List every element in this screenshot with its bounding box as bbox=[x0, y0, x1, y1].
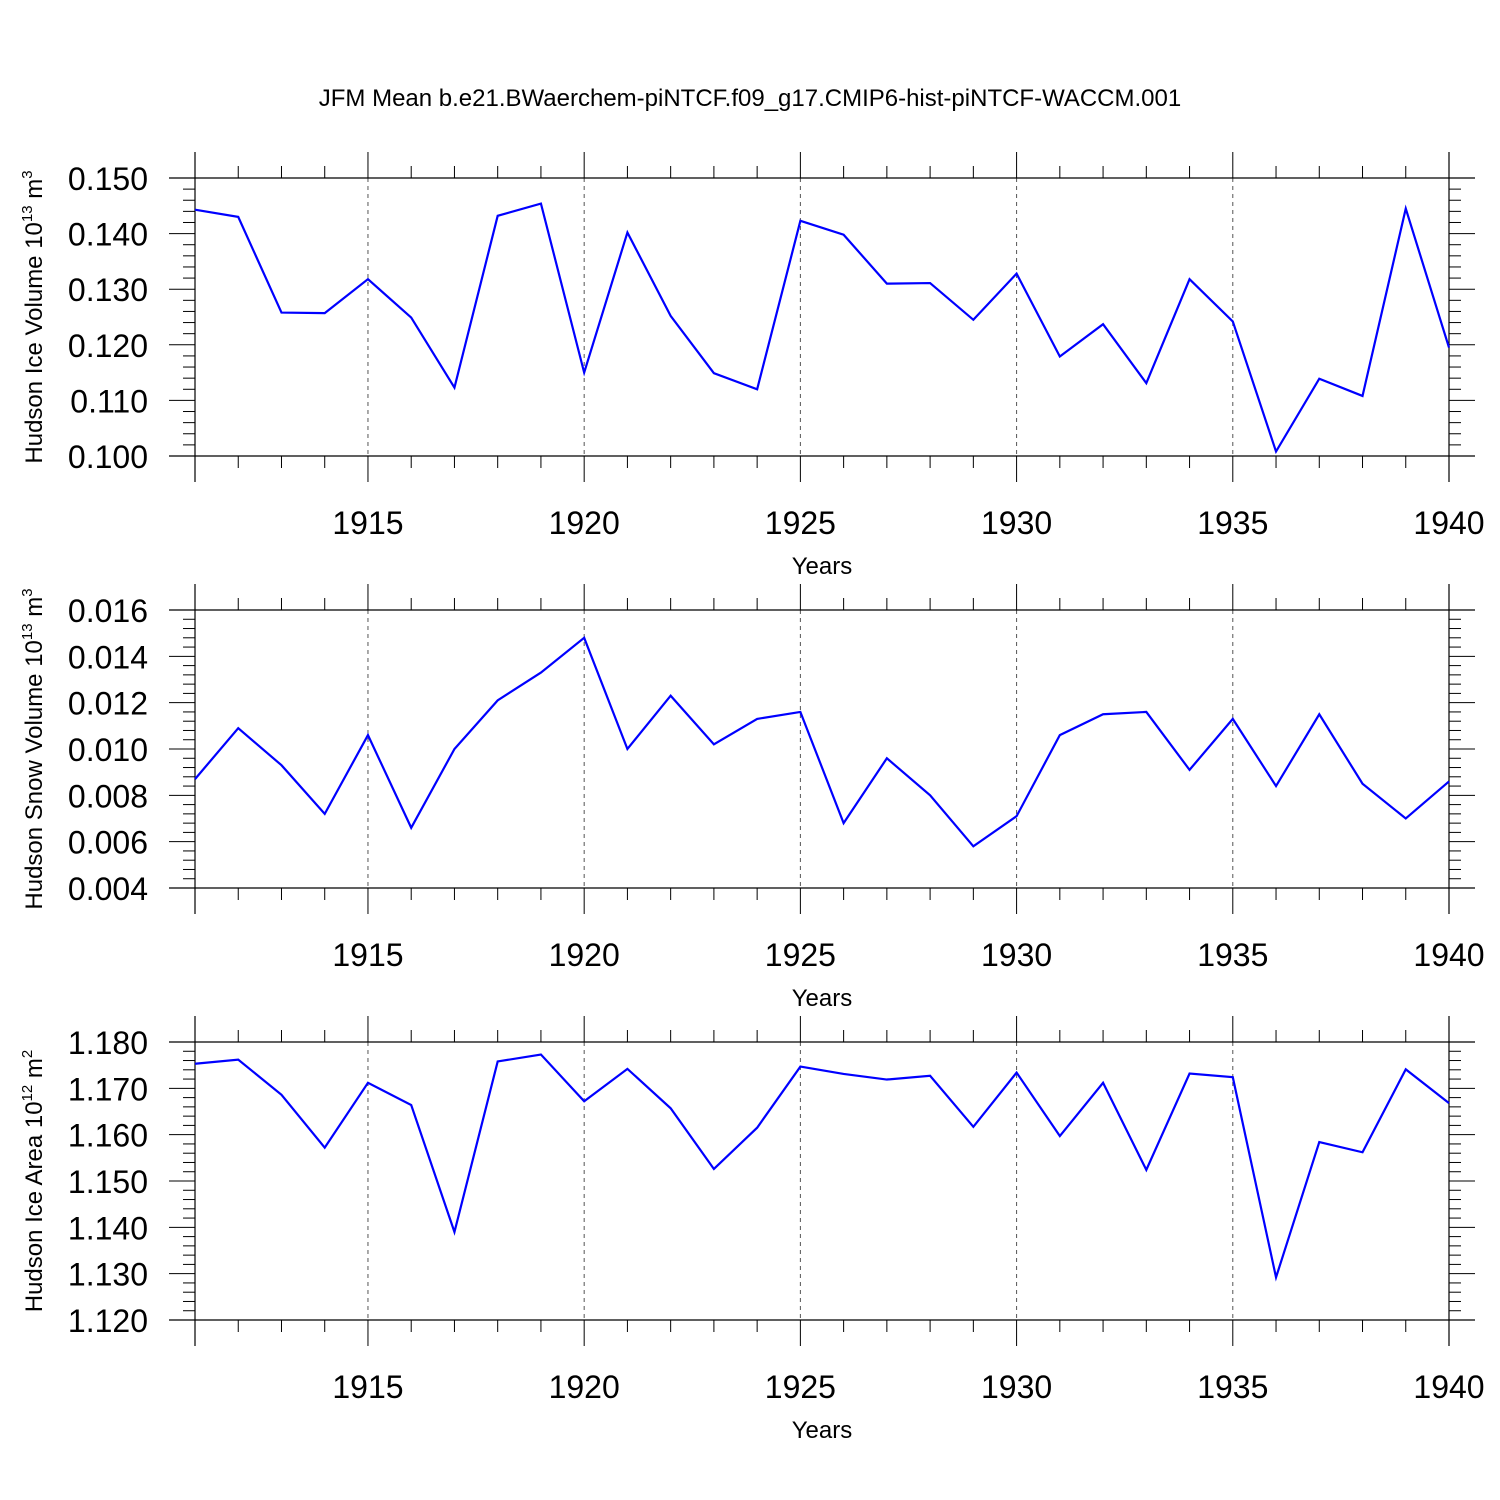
y-tick-label: 0.100 bbox=[68, 439, 148, 475]
x-tick-label: 1935 bbox=[1197, 505, 1268, 541]
y-axis-label-text: Hudson Ice Area 10 bbox=[21, 1101, 48, 1312]
y-tick-label: 1.130 bbox=[68, 1257, 148, 1293]
y-tick-label: 1.180 bbox=[68, 1025, 148, 1061]
y-tick-label: 0.014 bbox=[68, 639, 148, 675]
y-axis-label-text: m bbox=[21, 1058, 48, 1085]
y-tick-label: 0.010 bbox=[68, 732, 148, 768]
x-tick-label: 1925 bbox=[765, 1369, 836, 1405]
y-axis-label: Hudson Ice Area 1012 m2 bbox=[19, 1050, 48, 1313]
y-tick-label: 1.150 bbox=[68, 1164, 148, 1200]
x-axis-label: Years bbox=[792, 553, 853, 580]
panel-3: 1915 1920 1925 1930 1935 1940 1.120 1.130 1.140 1… bbox=[19, 1016, 1485, 1444]
y-axis-label-superscript: 3 bbox=[19, 588, 36, 596]
x-tick-label: 1940 bbox=[1413, 937, 1484, 973]
x-tick-label: 1920 bbox=[549, 1369, 620, 1405]
y-axis-label: Hudson Ice Volume 1013 m3 bbox=[19, 170, 48, 463]
y-tick-label: 0.008 bbox=[68, 778, 148, 814]
y-tick-label: 1.140 bbox=[68, 1210, 148, 1246]
y-tick-label: 0.006 bbox=[68, 825, 148, 861]
chart-title: JFM Mean b.e21.BWaerchem-piNTCF.f09_g17.… bbox=[319, 85, 1181, 112]
y-tick-label: 0.012 bbox=[68, 686, 148, 722]
x-tick-label: 1930 bbox=[981, 1369, 1052, 1405]
y-tick-label: 0.004 bbox=[68, 871, 148, 907]
y-tick-label: 0.150 bbox=[68, 161, 148, 197]
y-axis-label-text: Hudson Snow Volume 10 bbox=[21, 640, 48, 910]
y-tick-label: 1.170 bbox=[68, 1071, 148, 1107]
x-tick-label: 1920 bbox=[549, 505, 620, 541]
x-tick-label: 1925 bbox=[765, 505, 836, 541]
y-axis-label-superscript: 12 bbox=[19, 1085, 36, 1102]
x-tick-label: 1935 bbox=[1197, 937, 1268, 973]
x-tick-label: 1935 bbox=[1197, 1369, 1268, 1405]
y-axis-label-text: m bbox=[21, 597, 48, 624]
y-tick-label: 1.120 bbox=[68, 1303, 148, 1339]
x-tick-label: 1930 bbox=[981, 505, 1052, 541]
x-tick-label: 1920 bbox=[549, 937, 620, 973]
y-axis-label-text: m bbox=[21, 179, 48, 206]
x-tick-label: 1915 bbox=[332, 937, 403, 973]
panel-2: 1915 1920 1925 1930 1935 1940 0.004 0.006 0.008 0… bbox=[19, 584, 1485, 1012]
x-tick-label: 1940 bbox=[1413, 1369, 1484, 1405]
x-tick-label: 1915 bbox=[332, 1369, 403, 1405]
y-tick-label: 0.120 bbox=[68, 328, 148, 364]
x-tick-label: 1940 bbox=[1413, 505, 1484, 541]
series-line bbox=[194, 1053, 1450, 1282]
chart-panels: 1915 1920 1925 1930 1935 1940 0.100 0.110 0.120 0… bbox=[19, 152, 1485, 1444]
y-tick-label: 0.130 bbox=[68, 272, 148, 308]
y-tick-label: 0.016 bbox=[68, 593, 148, 629]
y-axis-label-superscript: 13 bbox=[19, 205, 36, 222]
y-axis-label-superscript: 2 bbox=[19, 1050, 36, 1058]
x-axis-label: Years bbox=[792, 1417, 853, 1444]
x-tick-label: 1925 bbox=[765, 937, 836, 973]
x-axis-label: Years bbox=[792, 985, 853, 1012]
series-line bbox=[194, 202, 1451, 455]
x-tick-label: 1915 bbox=[332, 505, 403, 541]
y-tick-label: 0.140 bbox=[68, 217, 148, 253]
y-axis-label-text: Hudson Ice Volume 10 bbox=[21, 222, 48, 464]
panel-1: 1915 1920 1925 1930 1935 1940 0.100 0.110 0.120 0… bbox=[19, 152, 1485, 580]
series-line bbox=[194, 636, 1450, 848]
x-tick-label: 1930 bbox=[981, 937, 1052, 973]
y-axis-label-superscript: 13 bbox=[19, 623, 36, 640]
y-axis-label: Hudson Snow Volume 1013 m3 bbox=[19, 588, 48, 909]
y-axis-label-superscript: 3 bbox=[19, 170, 36, 178]
y-tick-label: 0.110 bbox=[70, 383, 148, 419]
y-tick-label: 1.160 bbox=[68, 1118, 148, 1154]
